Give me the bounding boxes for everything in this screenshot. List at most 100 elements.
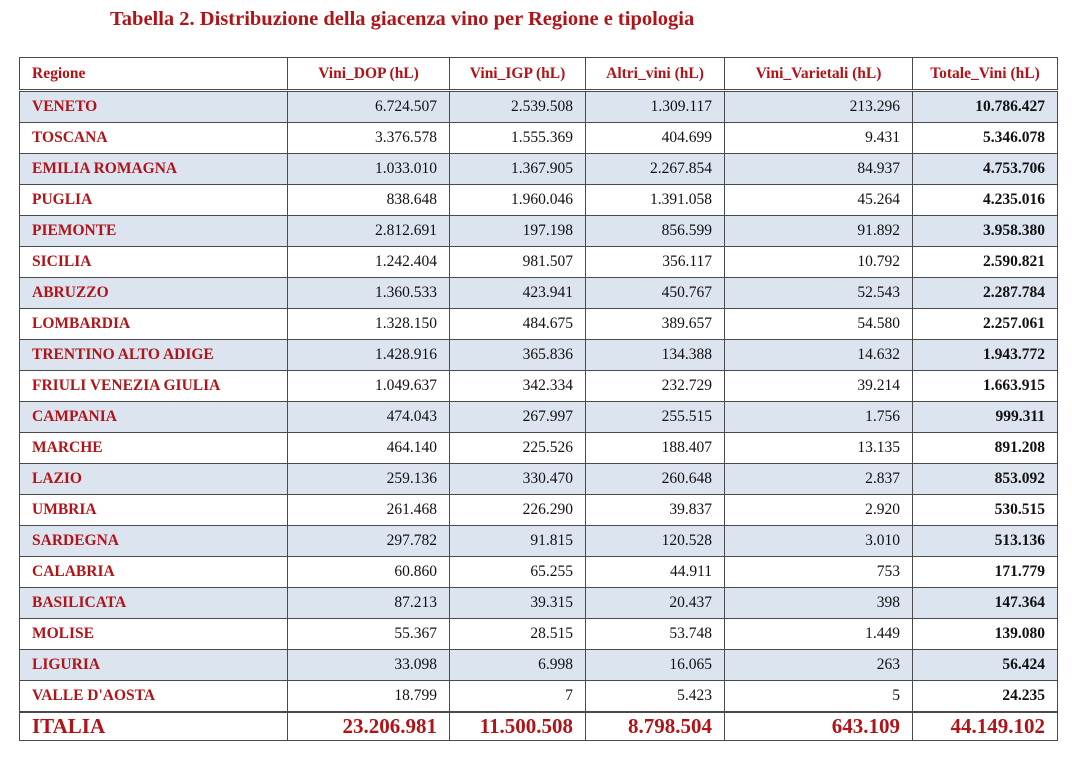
vini-varietali-cell: 10.792 (724, 246, 913, 278)
totale-vini-cell: 4.235.016 (912, 184, 1058, 216)
total-altri-vini: 8.798.504 (585, 711, 725, 741)
totale-vini-cell: 1.663.915 (912, 370, 1058, 402)
region-cell: EMILIA ROMAGNA (19, 153, 288, 185)
region-cell: TOSCANA (19, 122, 288, 154)
vini-igp-cell: 267.997 (449, 401, 586, 433)
vini-dop-cell: 87.213 (287, 587, 450, 619)
vini-varietali-cell: 2.920 (724, 494, 913, 526)
vini-igp-cell: 65.255 (449, 556, 586, 588)
column-header-regione: Regione (19, 57, 288, 92)
table-row: VENETO 6.724.507 2.539.508 1.309.117 213.296… (19, 90, 1058, 123)
region-cell: LAZIO (19, 463, 288, 495)
table-row: ABRUZZO 1.360.533 423.941 450.767 52.543 2.28… (19, 277, 1058, 309)
altri-vini-cell: 39.837 (585, 494, 725, 526)
total-totale-vini: 44.149.102 (912, 711, 1058, 741)
table-row: MOLISE 55.367 28.515 53.748 1.449 139.080 (19, 618, 1058, 650)
table-row: BASILICATA 87.213 39.315 20.437 398 147.364 (19, 587, 1058, 619)
totale-vini-cell: 24.235 (912, 680, 1058, 713)
vini-varietali-cell: 263 (724, 649, 913, 681)
totale-vini-cell: 56.424 (912, 649, 1058, 681)
vini-varietali-cell: 45.264 (724, 184, 913, 216)
vini-dop-cell: 33.098 (287, 649, 450, 681)
vini-igp-cell: 39.315 (449, 587, 586, 619)
totale-vini-cell: 891.208 (912, 432, 1058, 464)
vini-dop-cell: 1.360.533 (287, 277, 450, 309)
table-row: LOMBARDIA 1.328.150 484.675 389.657 54.580 2.… (19, 308, 1058, 340)
vini-varietali-cell: 39.214 (724, 370, 913, 402)
region-cell: SICILIA (19, 246, 288, 278)
vini-dop-cell: 1.428.916 (287, 339, 450, 371)
region-cell: PUGLIA (19, 184, 288, 216)
totale-vini-cell: 2.257.061 (912, 308, 1058, 340)
altri-vini-cell: 404.699 (585, 122, 725, 154)
vini-dop-cell: 1.328.150 (287, 308, 450, 340)
vini-dop-cell: 261.468 (287, 494, 450, 526)
vini-dop-cell: 2.812.691 (287, 215, 450, 247)
vini-dop-cell: 838.648 (287, 184, 450, 216)
region-cell: ABRUZZO (19, 277, 288, 309)
altri-vini-cell: 2.267.854 (585, 153, 725, 185)
totale-vini-cell: 853.092 (912, 463, 1058, 495)
vini-varietali-cell: 3.010 (724, 525, 913, 557)
table-row: MARCHE 464.140 225.526 188.407 13.135 891.208 (19, 432, 1058, 464)
total-row: ITALIA 23.206.981 11.500.508 8.798.504 6… (19, 711, 1058, 741)
totale-vini-cell: 5.346.078 (912, 122, 1058, 154)
table-row: SICILIA 1.242.404 981.507 356.117 10.792 2.59… (19, 246, 1058, 278)
region-cell: VALLE D'AOSTA (19, 680, 288, 713)
totale-vini-cell: 999.311 (912, 401, 1058, 433)
totale-vini-cell: 10.786.427 (912, 90, 1058, 123)
region-cell: MARCHE (19, 432, 288, 464)
vini-dop-cell: 60.860 (287, 556, 450, 588)
vini-igp-cell: 342.334 (449, 370, 586, 402)
vini-igp-cell: 484.675 (449, 308, 586, 340)
vini-dop-cell: 1.242.404 (287, 246, 450, 278)
vini-varietali-cell: 54.580 (724, 308, 913, 340)
table-title: Tabella 2. Distribuzione della giacenza … (110, 8, 695, 30)
altri-vini-cell: 188.407 (585, 432, 725, 464)
table-row: TRENTINO ALTO ADIGE 1.428.916 365.836 134.3… (19, 339, 1058, 371)
table-row: LAZIO 259.136 330.470 260.648 2.837 853.092 (19, 463, 1058, 495)
totale-vini-cell: 171.779 (912, 556, 1058, 588)
table-row: CAMPANIA 474.043 267.997 255.515 1.756 999.31… (19, 401, 1058, 433)
column-header-vini-varietali: Vini_Varietali (hL) (724, 57, 913, 92)
vini-igp-cell: 226.290 (449, 494, 586, 526)
vini-varietali-cell: 13.135 (724, 432, 913, 464)
altri-vini-cell: 856.599 (585, 215, 725, 247)
vini-igp-cell: 1.960.046 (449, 184, 586, 216)
vini-varietali-cell: 398 (724, 587, 913, 619)
column-header-vini-dop: Vini_DOP (hL) (287, 57, 450, 92)
altri-vini-cell: 260.648 (585, 463, 725, 495)
totale-vini-cell: 1.943.772 (912, 339, 1058, 371)
vini-igp-cell: 28.515 (449, 618, 586, 650)
table-row: UMBRIA 261.468 226.290 39.837 2.920 530.515 (19, 494, 1058, 526)
column-header-totale-vini: Totale_Vini (hL) (912, 57, 1058, 92)
totale-vini-cell: 2.287.784 (912, 277, 1058, 309)
vini-varietali-cell: 84.937 (724, 153, 913, 185)
region-cell: CALABRIA (19, 556, 288, 588)
altri-vini-cell: 20.437 (585, 587, 725, 619)
vini-dop-cell: 1.033.010 (287, 153, 450, 185)
totale-vini-cell: 147.364 (912, 587, 1058, 619)
total-vini-dop: 23.206.981 (287, 711, 450, 741)
table-body: VENETO 6.724.507 2.539.508 1.309.117 213.296… (19, 90, 1058, 713)
total-vini-varietali: 643.109 (724, 711, 913, 741)
header-row: Regione Vini_DOP (hL) Vini_IGP (hL) Altr… (19, 57, 1058, 92)
altri-vini-cell: 356.117 (585, 246, 725, 278)
table-row: TOSCANA 3.376.578 1.555.369 404.699 9.431 5.3… (19, 122, 1058, 154)
altri-vini-cell: 134.388 (585, 339, 725, 371)
vini-varietali-cell: 5 (724, 680, 913, 713)
wine-stock-table: Regione Vini_DOP (hL) Vini_IGP (hL) Altr… (19, 57, 1058, 741)
region-cell: VENETO (19, 90, 288, 123)
vini-igp-cell: 2.539.508 (449, 90, 586, 123)
altri-vini-cell: 450.767 (585, 277, 725, 309)
totale-vini-cell: 513.136 (912, 525, 1058, 557)
vini-dop-cell: 297.782 (287, 525, 450, 557)
region-cell: TRENTINO ALTO ADIGE (19, 339, 288, 371)
vini-dop-cell: 474.043 (287, 401, 450, 433)
region-cell: MOLISE (19, 618, 288, 650)
table-row: FRIULI VENEZIA GIULIA 1.049.637 342.334 232… (19, 370, 1058, 402)
total-label: ITALIA (19, 711, 288, 741)
vini-dop-cell: 55.367 (287, 618, 450, 650)
table-row: EMILIA ROMAGNA 1.033.010 1.367.905 2.267.85… (19, 153, 1058, 185)
vini-igp-cell: 365.836 (449, 339, 586, 371)
